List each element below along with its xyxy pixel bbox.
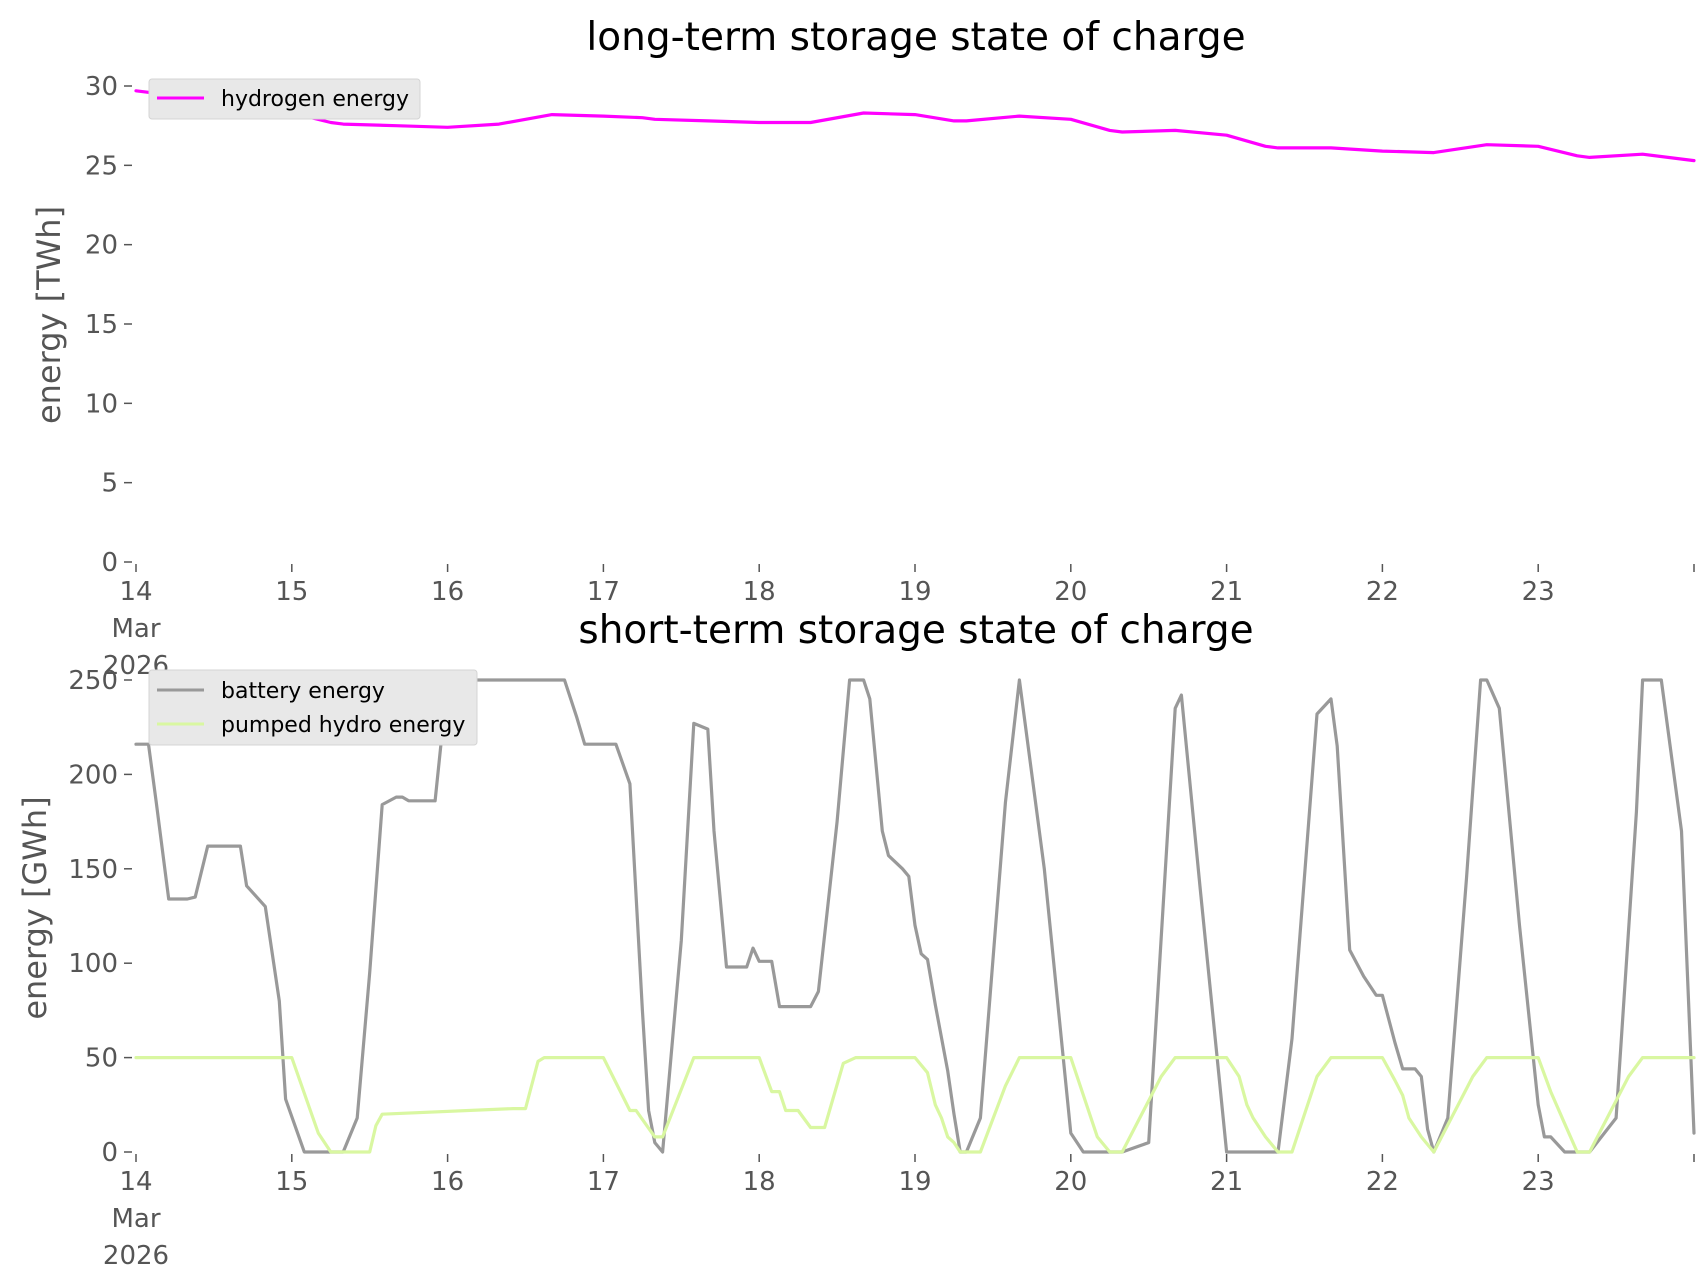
short-term-x-ticks: 14 Mar 2026 15 16 17 18 19 20 21 22 23 — [103, 1154, 1695, 1271]
y-tick-label: 30 — [85, 72, 118, 102]
y-tick-label: 200 — [68, 760, 118, 790]
long-term-y-axis-label: energy [TWh] — [30, 206, 68, 424]
long-term-legend-box — [148, 78, 421, 120]
long-term-series — [134, 89, 1696, 163]
series-line-pumped-hydro-energy — [134, 1055, 1696, 1154]
x-tick-label: 18 — [743, 1167, 776, 1197]
short-term-y-axis-label: energy [GWh] — [16, 796, 54, 1019]
x-tick-label: 17 — [587, 1167, 620, 1197]
x-tick-label: 16 — [431, 1167, 464, 1197]
x-tick-label: 23 — [1522, 577, 1555, 607]
long-term-x-ticks: 14 Mar 2026 15 16 17 18 19 20 21 22 23 — [103, 564, 1695, 681]
x-tick-label: 16 — [431, 577, 464, 607]
legend-label-pumped-hydro-energy: pumped hydro energy — [221, 713, 465, 738]
x-tick-label: 20 — [1054, 577, 1087, 607]
x-tick-label: 14 Mar 2026 — [103, 577, 169, 681]
x-tick-label: 18 — [743, 577, 776, 607]
y-tick-label: 10 — [85, 389, 118, 419]
short-term-chart: short-term storage state of charge energ… — [16, 608, 1696, 1271]
x-tick-label: 22 — [1366, 1167, 1399, 1197]
x-tick-label: 15 — [275, 577, 308, 607]
series-line-hydrogen-energy — [134, 89, 1696, 163]
short-term-legend: battery energy pumped hydro energy — [148, 669, 478, 746]
x-tick-label: 19 — [898, 1167, 931, 1197]
series-line-battery-energy — [134, 678, 1696, 1154]
y-tick-label: 0 — [101, 1138, 118, 1168]
x-tick-label: 21 — [1210, 577, 1243, 607]
x-tick-label: 15 — [275, 1167, 308, 1197]
x-tick-label: 14 Mar 2026 — [103, 1167, 169, 1271]
short-term-y-ticks: 0 50 100 150 200 250 — [68, 666, 132, 1168]
legend-label-battery-energy: battery energy — [221, 679, 385, 704]
short-term-series — [134, 678, 1696, 1154]
short-term-chart-title: short-term storage state of charge — [578, 608, 1253, 653]
long-term-chart-title: long-term storage state of charge — [586, 15, 1245, 60]
y-tick-label: 250 — [68, 666, 118, 696]
x-tick-label: 19 — [898, 577, 931, 607]
x-tick-label: 21 — [1210, 1167, 1243, 1197]
x-tick-label: 17 — [587, 577, 620, 607]
x-tick-label: 20 — [1054, 1167, 1087, 1197]
y-tick-label: 100 — [68, 949, 118, 979]
y-tick-label: 150 — [68, 855, 118, 885]
y-tick-label: 20 — [85, 231, 118, 261]
long-term-y-ticks: 0 5 10 15 20 25 30 — [85, 72, 132, 578]
legend-label-hydrogen-energy: hydrogen energy — [221, 87, 409, 112]
y-tick-label: 0 — [101, 548, 118, 578]
y-tick-label: 5 — [101, 469, 118, 499]
long-term-chart: long-term storage state of charge energy… — [30, 15, 1696, 681]
long-term-legend: hydrogen energy — [148, 78, 421, 120]
y-tick-label: 25 — [85, 151, 118, 181]
x-tick-label: 22 — [1366, 577, 1399, 607]
y-tick-label: 15 — [85, 310, 118, 340]
y-tick-label: 50 — [85, 1044, 118, 1074]
x-tick-label: 23 — [1522, 1167, 1555, 1197]
short-term-legend-box — [148, 669, 478, 746]
